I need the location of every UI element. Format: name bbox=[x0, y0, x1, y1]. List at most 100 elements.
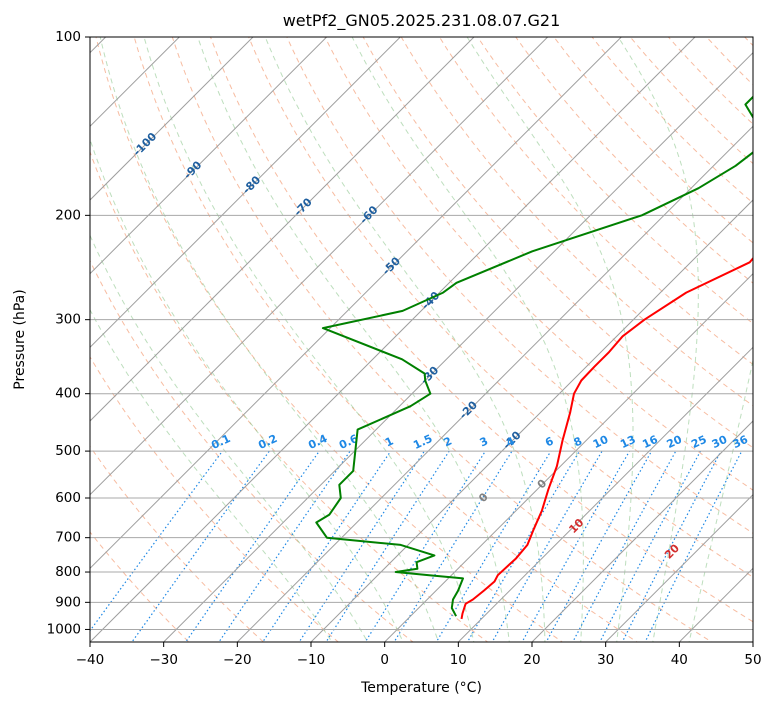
isotherm-labels: -100-90-80-70 -60-50-40-30-20-100 bbox=[131, 130, 550, 492]
moist-adiabat-line bbox=[688, 357, 753, 642]
isotherm-line bbox=[163, 51, 753, 642]
mixing-ratio-label: 0.4 bbox=[306, 432, 329, 452]
y-axis: 1000 900 800 700 600 500 400 300 200 100 bbox=[47, 29, 90, 637]
mixing-ratio-line bbox=[298, 450, 425, 642]
temperature-line bbox=[460, 256, 753, 620]
moist-adiabat-line bbox=[90, 234, 369, 642]
dry-adiabat-line bbox=[90, 150, 489, 642]
mixing-ratio-label: 25 bbox=[689, 433, 708, 451]
mixing-ratio-line bbox=[491, 450, 603, 642]
mixing-ratio-label: 3 bbox=[478, 434, 490, 449]
mixing-ratio-line bbox=[90, 450, 223, 632]
isotherm-line bbox=[531, 420, 753, 642]
dry-adiabat-line bbox=[324, 37, 753, 491]
dewpoint-line bbox=[315, 95, 753, 617]
dry-adiabat-line bbox=[705, 37, 753, 86]
dry-adiabat-line bbox=[90, 531, 190, 642]
mixing-ratio-label: 20 bbox=[665, 433, 685, 451]
x-tick-label: −40 bbox=[76, 652, 105, 668]
isotherm-line bbox=[310, 199, 753, 642]
mixing-ratio-label: 6 bbox=[543, 434, 556, 449]
isotherm-line bbox=[0, 0, 353, 642]
y-axis-label: Pressure (hPa) bbox=[12, 289, 28, 389]
isotherm-label: -50 bbox=[380, 254, 403, 277]
mixing-ratio-label: 30 bbox=[710, 433, 730, 451]
y-tick-label: 200 bbox=[55, 207, 81, 223]
x-tick-label: −30 bbox=[149, 652, 178, 668]
x-tick-label: 10 bbox=[450, 652, 467, 668]
mixing-ratio-line bbox=[435, 450, 552, 642]
isotherm-line bbox=[678, 567, 753, 642]
background-lines bbox=[90, 0, 775, 654]
dry-adiabat-line bbox=[90, 259, 414, 642]
y-tick-label: 1000 bbox=[47, 621, 81, 637]
y-tick-label: 100 bbox=[55, 29, 81, 45]
mixing-ratio-line bbox=[325, 450, 450, 642]
dry-adiabat-label: 30 bbox=[760, 565, 775, 585]
mixing-ratio-label: 36 bbox=[731, 433, 751, 451]
mixing-ratio-label: 16 bbox=[640, 433, 660, 451]
isotherm-line bbox=[90, 37, 328, 275]
x-tick-label: 20 bbox=[523, 652, 540, 668]
dry-adiabat-line bbox=[743, 0, 775, 654]
x-tick-label: 0 bbox=[380, 652, 389, 668]
isotherm-line bbox=[90, 37, 549, 496]
mixing-ratio-label: 13 bbox=[618, 433, 637, 451]
isotherm-label: -60 bbox=[357, 203, 380, 226]
mixing-ratio-label: 2 bbox=[442, 434, 454, 449]
x-tick-label: 40 bbox=[671, 652, 688, 668]
dry-adiabat-line bbox=[438, 37, 753, 365]
isotherm-line bbox=[90, 37, 475, 422]
moist-adiabat-line bbox=[90, 308, 333, 642]
grid bbox=[0, 0, 753, 642]
dry-adiabat-line bbox=[553, 37, 753, 244]
y-tick-label: 300 bbox=[55, 312, 81, 328]
mixing-ratio-line bbox=[218, 450, 351, 642]
isotherm-label: -20 bbox=[457, 398, 480, 421]
dry-adiabat-line bbox=[95, 37, 564, 642]
x-tick-label: −20 bbox=[223, 652, 252, 668]
dry-adiabat-line bbox=[477, 37, 753, 325]
isotherm-line bbox=[457, 346, 753, 642]
dry-adiabat-label: 20 bbox=[662, 541, 682, 561]
isotherm-line bbox=[0, 0, 206, 642]
x-axis-label: Temperature (°C) bbox=[360, 680, 482, 696]
isotherm-line bbox=[0, 0, 280, 642]
isotherm-line bbox=[236, 125, 753, 642]
x-tick-label: 30 bbox=[597, 652, 614, 668]
mixing-ratio-line bbox=[545, 450, 653, 642]
mixing-ratio-line bbox=[262, 450, 392, 642]
x-tick-label: −10 bbox=[297, 652, 326, 668]
series-lines bbox=[315, 95, 753, 620]
mixing-ratio-label: 8 bbox=[572, 434, 584, 449]
y-tick-label: 700 bbox=[55, 530, 81, 546]
y-tick-label: 600 bbox=[55, 490, 81, 506]
y-tick-label: 500 bbox=[55, 443, 81, 459]
isotherm-line bbox=[752, 641, 753, 642]
mixing-ratio-line bbox=[393, 450, 513, 642]
mixing-ratio-line bbox=[131, 450, 270, 642]
y-tick-label: 400 bbox=[55, 386, 81, 402]
dry-adiabat-line bbox=[90, 445, 265, 642]
isotherm-line bbox=[90, 37, 696, 642]
chart-title: wetPf2_GN05.2025.231.08.07.G21 bbox=[283, 11, 561, 31]
isotherm-line bbox=[90, 37, 402, 349]
isotherm-line bbox=[90, 37, 254, 201]
isotherm-line bbox=[384, 272, 753, 642]
x-tick-label: 50 bbox=[744, 652, 761, 668]
mixing-ratio-label: 10 bbox=[591, 433, 611, 451]
dry-adiabat-line bbox=[629, 37, 753, 165]
dry-adiabat-line bbox=[362, 37, 753, 449]
dry-adiabat-label: 10 bbox=[566, 516, 586, 536]
dry-adiabat-line bbox=[515, 37, 753, 284]
isotherm-line bbox=[90, 37, 623, 570]
mixing-ratio-line bbox=[466, 450, 580, 642]
dry-adiabat-line bbox=[744, 37, 753, 47]
dry-adiabat-line bbox=[667, 37, 753, 125]
plot-frame bbox=[89, 36, 754, 643]
dry-adiabat-line bbox=[248, 37, 753, 578]
moist-adiabat-line bbox=[90, 137, 404, 642]
mixing-ratio-label: 1 bbox=[383, 434, 395, 449]
y-tick-label: 800 bbox=[55, 564, 81, 580]
